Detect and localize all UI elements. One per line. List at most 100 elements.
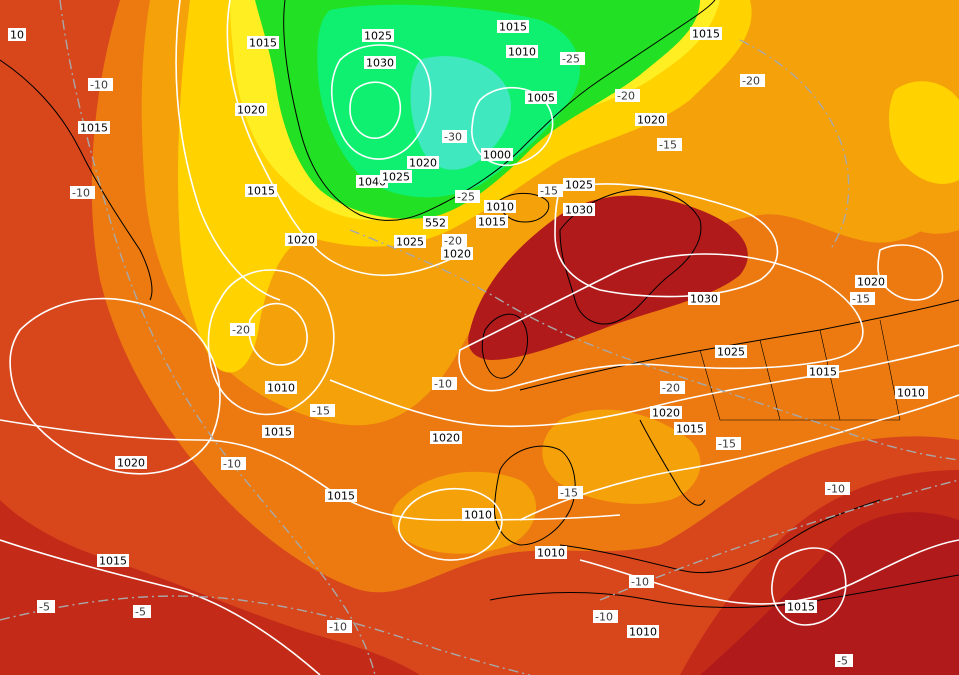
temperature-label-box [716,437,741,450]
temperature-label-box [221,457,246,470]
pressure-label-box [650,406,682,419]
pressure-label-box [688,292,720,305]
pressure-label: 1030 [688,292,720,306]
pressure-label: 1010 [484,200,516,214]
pressure-label: 1020 [407,156,439,170]
temperature-label: -20 [740,74,765,88]
pressure-label-box [895,386,927,399]
pressure-label-text: 1020 [652,407,680,420]
pressure-label: 1015 [785,600,817,614]
pressure-label-text: 1020 [117,457,145,470]
pressure-label-text: 1010 [267,382,295,395]
temperature-label-text: -25 [457,191,475,204]
pressure-label-box [407,156,439,169]
temperature-label-text: -20 [232,324,250,337]
temperature-label-text: -25 [562,53,580,66]
pressure-label-box [497,20,529,33]
temperature-label-text: -15 [718,438,736,451]
pressure-label-box [674,422,706,435]
temperature-label: -5 [835,654,853,668]
pressure-label: 1020 [855,275,887,289]
pressure-label-text: 1040 [358,176,386,189]
pressure-label-text: 1015 [247,185,275,198]
pressure-label-text: 1010 [486,201,514,214]
pressure-label: 1010 [535,546,567,560]
temperature-label: -20 [615,89,640,103]
isobar-1020-north [175,0,281,301]
pressure-label: 1005 [525,91,557,105]
temperature-label: -10 [825,482,850,496]
pressure-label: 1020 [430,431,462,445]
scandinavia-coast [559,188,702,325]
temperature-label-box [538,184,563,197]
pressure-label: 1025 [394,235,426,249]
temperature-label-text: -5 [39,601,50,614]
pressure-label-text: 1020 [237,104,265,117]
pressure-label-box [484,200,516,213]
pressure-label: 1025 [380,170,412,184]
pressure-label-box [78,121,110,134]
pressure-label: 1030 [364,56,396,70]
temperature-label: -30 [442,130,467,144]
pressure-label: 1025 [715,345,747,359]
pressure-label-text: 1030 [690,293,718,306]
temperature-label-box [310,404,335,417]
isotherm-b [349,229,959,461]
temperature-label-box [558,486,583,499]
temperature-label-box [133,605,151,618]
pressure-label: 1015 [78,121,110,135]
pressure-label-text: 1030 [366,57,394,70]
pressure-label-text: 1020 [432,432,460,445]
pressure-label-text: 1025 [382,171,410,184]
temperature-label-box [835,654,853,667]
pressure-label-box [394,235,426,248]
pressure-label: 1020 [285,233,317,247]
temperature-label-box [850,292,875,305]
temperature-label: -15 [657,138,682,152]
temperature-label-text: -20 [662,382,680,395]
isotherm-e [739,39,850,251]
pressure-label-box [563,203,595,216]
pressure-label-text: 1015 [787,601,815,614]
pressure-label: 1015 [497,20,529,34]
pressure-label-box [627,625,659,638]
isobar-1010-low [398,488,503,561]
isobar-1010-south-east [771,547,847,626]
pressure-label-box [245,184,277,197]
pressure-label-box [481,148,513,161]
isobar-1015-south [0,539,321,675]
temperature-label-text: -20 [444,235,462,248]
temperature-label-box [455,190,480,203]
pressure-label-text: 1010 [537,547,565,560]
pressure-label-box [362,29,394,42]
temperature-label: -15 [716,437,741,451]
temperature-label-box [442,234,467,247]
temperature-label-box [70,186,95,199]
temperature-label: -15 [850,292,875,306]
pressure-label: 1000 [481,148,513,162]
temperature-label-text: -10 [595,611,613,624]
mediterranean-coast [559,499,881,574]
pressure-label-text: 1025 [717,346,745,359]
band-20-south [542,409,701,504]
temperature-label: -20 [660,381,685,395]
british-isles-coast [481,313,528,379]
temperature-label-box [615,89,640,102]
pressure-label-box [635,113,667,126]
pressure-label: 1015 [262,425,294,439]
temperature-label-text: -20 [617,90,635,103]
isobar-1030 [554,183,779,298]
pressure-label-text: 1020 [443,248,471,261]
pressure-label-box [462,508,494,521]
pressure-label-box [8,28,26,41]
pressure-label-text: 1015 [99,555,127,568]
pressure-label-box [535,546,567,559]
pressure-label-box [262,425,294,438]
pressure-label-text: 1015 [327,490,355,503]
temperature-label: -10 [629,575,654,589]
pressure-label: 1015 [97,554,129,568]
temperature-label-box [37,600,55,613]
temperature-label-box [660,381,685,394]
